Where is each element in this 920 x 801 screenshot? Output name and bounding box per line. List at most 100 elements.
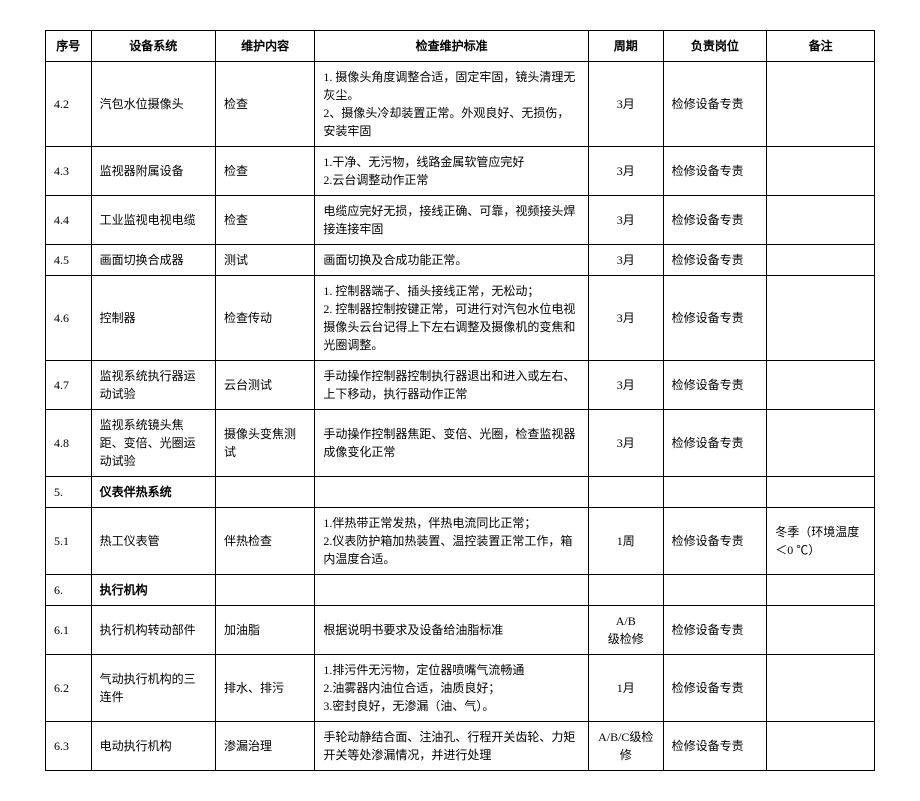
cell-remark bbox=[767, 722, 875, 771]
cell-empty bbox=[588, 477, 663, 508]
cell-system: 执行机构 bbox=[91, 575, 215, 606]
cell-maint: 检查 bbox=[215, 62, 314, 147]
cell-system: 气动执行机构的三连件 bbox=[91, 655, 215, 722]
table-row: 4.7监视系统执行器运动试验云台测试手动操作控制器控制执行器退出和进入或左右、上… bbox=[46, 361, 875, 410]
cell-id: 4.8 bbox=[46, 410, 92, 477]
cell-maint: 渗漏治理 bbox=[215, 722, 314, 771]
cell-maint: 检查 bbox=[215, 147, 314, 196]
cell-maint: 检查传动 bbox=[215, 276, 314, 361]
cell-id: 4.3 bbox=[46, 147, 92, 196]
cell-empty bbox=[588, 575, 663, 606]
table-row: 4.4工业监视电视电缆检查电缆应完好无损，接线正确、可靠，视频接头焊接连接牢固3… bbox=[46, 196, 875, 245]
table-header-row: 序号 设备系统 维护内容 检查维护标准 周期 负责岗位 备注 bbox=[46, 31, 875, 62]
cell-id: 4.5 bbox=[46, 245, 92, 276]
cell-id: 6.3 bbox=[46, 722, 92, 771]
cell-cycle: 3月 bbox=[588, 361, 663, 410]
cell-system: 监视系统执行器运动试验 bbox=[91, 361, 215, 410]
cell-standard: 1. 控制器端子、插头接线正常，无松动；2. 控制器控制按键正常，可进行对汽包水… bbox=[315, 276, 589, 361]
cell-standard: 根据说明书要求及设备给油脂标准 bbox=[315, 606, 589, 655]
cell-system: 控制器 bbox=[91, 276, 215, 361]
cell-maint: 云台测试 bbox=[215, 361, 314, 410]
cell-maint: 伴热检查 bbox=[215, 508, 314, 575]
cell-cycle: 1周 bbox=[588, 508, 663, 575]
cell-maint: 摄像头变焦测试 bbox=[215, 410, 314, 477]
cell-empty bbox=[663, 477, 767, 508]
cell-standard: 电缆应完好无损，接线正确、可靠，视频接头焊接连接牢固 bbox=[315, 196, 589, 245]
table-row: 5.仪表伴热系统 bbox=[46, 477, 875, 508]
cell-remark bbox=[767, 62, 875, 147]
col-header-cycle: 周期 bbox=[588, 31, 663, 62]
cell-cycle: 3月 bbox=[588, 62, 663, 147]
table-row: 4.5画面切换合成器测试画面切换及合成功能正常。3月检修设备专责 bbox=[46, 245, 875, 276]
col-header-remark: 备注 bbox=[767, 31, 875, 62]
cell-cycle: 1月 bbox=[588, 655, 663, 722]
cell-remark bbox=[767, 410, 875, 477]
cell-remark bbox=[767, 606, 875, 655]
cell-standard: 手动操作控制器焦距、变倍、光圈，检查监视器成像变化正常 bbox=[315, 410, 589, 477]
cell-empty bbox=[315, 575, 589, 606]
cell-system: 监视系统镜头焦距、变倍、光圈运动试验 bbox=[91, 410, 215, 477]
cell-remark bbox=[767, 276, 875, 361]
cell-empty bbox=[767, 575, 875, 606]
cell-remark bbox=[767, 655, 875, 722]
cell-system: 仪表伴热系统 bbox=[91, 477, 215, 508]
cell-duty: 检修设备专责 bbox=[663, 361, 767, 410]
cell-system: 热工仪表管 bbox=[91, 508, 215, 575]
cell-duty: 检修设备专责 bbox=[663, 62, 767, 147]
col-header-maint: 维护内容 bbox=[215, 31, 314, 62]
cell-remark bbox=[767, 245, 875, 276]
table-row: 4.2汽包水位摄像头检查1. 摄像头角度调整合适，固定牢固，镜头清理无灰尘。2、… bbox=[46, 62, 875, 147]
cell-cycle: A/B/C级检修 bbox=[588, 722, 663, 771]
cell-cycle: 3月 bbox=[588, 410, 663, 477]
cell-id: 4.4 bbox=[46, 196, 92, 245]
cell-duty: 检修设备专责 bbox=[663, 245, 767, 276]
cell-remark bbox=[767, 196, 875, 245]
cell-cycle: 3月 bbox=[588, 245, 663, 276]
cell-id: 6.2 bbox=[46, 655, 92, 722]
cell-standard: 手轮动静结合面、注油孔、行程开关齿轮、力矩开关等处渗漏情况，并进行处理 bbox=[315, 722, 589, 771]
cell-id: 4.6 bbox=[46, 276, 92, 361]
table-row: 6.1执行机构转动部件加油脂根据说明书要求及设备给油脂标准A/B级检修检修设备专… bbox=[46, 606, 875, 655]
cell-standard: 1. 摄像头角度调整合适，固定牢固，镜头清理无灰尘。2、摄像头冷却装置正常。外观… bbox=[315, 62, 589, 147]
cell-id: 4.2 bbox=[46, 62, 92, 147]
col-header-id: 序号 bbox=[46, 31, 92, 62]
cell-maint: 加油脂 bbox=[215, 606, 314, 655]
cell-empty bbox=[215, 575, 314, 606]
table-row: 4.8监视系统镜头焦距、变倍、光圈运动试验摄像头变焦测试手动操作控制器焦距、变倍… bbox=[46, 410, 875, 477]
cell-id: 5. bbox=[46, 477, 92, 508]
cell-cycle: 3月 bbox=[588, 147, 663, 196]
col-header-system: 设备系统 bbox=[91, 31, 215, 62]
cell-duty: 检修设备专责 bbox=[663, 196, 767, 245]
table-row: 4.3监视器附属设备检查1.干净、无污物，线路金属软管应完好2.云台调整动作正常… bbox=[46, 147, 875, 196]
cell-maint: 检查 bbox=[215, 196, 314, 245]
cell-cycle: 3月 bbox=[588, 196, 663, 245]
cell-duty: 检修设备专责 bbox=[663, 655, 767, 722]
cell-maint: 测试 bbox=[215, 245, 314, 276]
cell-duty: 检修设备专责 bbox=[663, 508, 767, 575]
cell-remark: 冬季（环境温度＜0 ℃） bbox=[767, 508, 875, 575]
cell-system: 电动执行机构 bbox=[91, 722, 215, 771]
table-row: 4.6控制器检查传动1. 控制器端子、插头接线正常，无松动；2. 控制器控制按键… bbox=[46, 276, 875, 361]
cell-cycle: A/B级检修 bbox=[588, 606, 663, 655]
cell-id: 6. bbox=[46, 575, 92, 606]
cell-id: 5.1 bbox=[46, 508, 92, 575]
cell-duty: 检修设备专责 bbox=[663, 722, 767, 771]
cell-remark bbox=[767, 147, 875, 196]
cell-maint: 排水、排污 bbox=[215, 655, 314, 722]
table-body: 4.2汽包水位摄像头检查1. 摄像头角度调整合适，固定牢固，镜头清理无灰尘。2、… bbox=[46, 62, 875, 771]
table-row: 6.2气动执行机构的三连件排水、排污1.排污件无污物，定位器喷嘴气流畅通2.油雾… bbox=[46, 655, 875, 722]
cell-duty: 检修设备专责 bbox=[663, 276, 767, 361]
table-row: 6.3电动执行机构渗漏治理手轮动静结合面、注油孔、行程开关齿轮、力矩开关等处渗漏… bbox=[46, 722, 875, 771]
cell-system: 画面切换合成器 bbox=[91, 245, 215, 276]
cell-empty bbox=[215, 477, 314, 508]
cell-cycle: 3月 bbox=[588, 276, 663, 361]
cell-standard: 1.伴热带正常发热，伴热电流同比正常；2.仪表防护箱加热装置、温控装置正常工作，… bbox=[315, 508, 589, 575]
cell-system: 监视器附属设备 bbox=[91, 147, 215, 196]
cell-remark bbox=[767, 361, 875, 410]
cell-id: 6.1 bbox=[46, 606, 92, 655]
cell-standard: 1.排污件无污物，定位器喷嘴气流畅通2.油雾器内油位合适，油质良好；3.密封良好… bbox=[315, 655, 589, 722]
cell-system: 汽包水位摄像头 bbox=[91, 62, 215, 147]
cell-empty bbox=[663, 575, 767, 606]
cell-id: 4.7 bbox=[46, 361, 92, 410]
cell-standard: 手动操作控制器控制执行器退出和进入或左右、上下移动，执行器动作正常 bbox=[315, 361, 589, 410]
